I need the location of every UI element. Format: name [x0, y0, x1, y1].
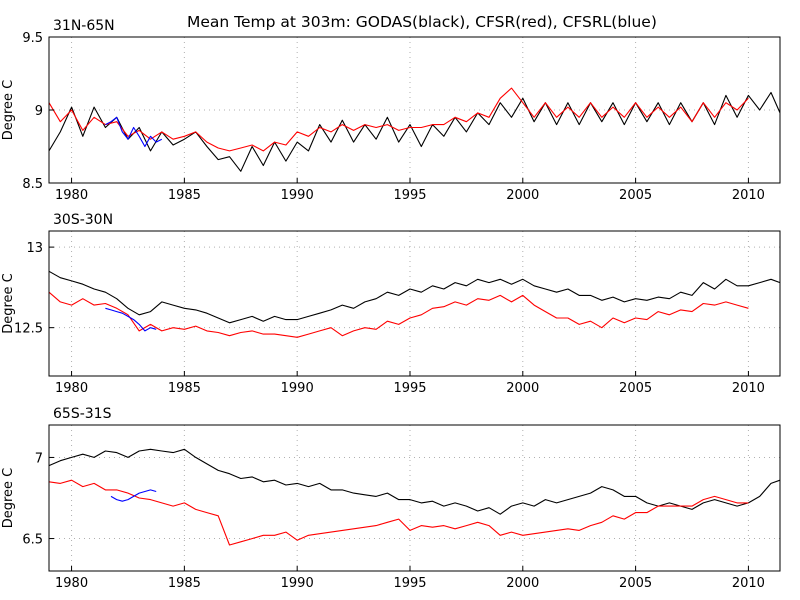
x-tick-label: 2000 — [506, 188, 539, 203]
x-tick-label: 2005 — [619, 381, 652, 396]
panel-2: 1980 1985 1990 1995 2000 2005 2010 12.5 13 30S-30… — [1, 212, 781, 396]
x-tick-label: 1985 — [168, 576, 201, 591]
series-line-cfsr — [48, 291, 749, 338]
panel-label: 30S-30N — [53, 212, 113, 228]
panel-1: 1980 1985 1990 1995 2000 2005 2010 8.5 9 9.5 31N-6… — [1, 18, 781, 203]
y-axis-label: Degree C — [1, 80, 16, 141]
x-tick-label: 1990 — [281, 188, 314, 203]
x-tick-label: 1980 — [55, 381, 88, 396]
y-tick-label: 13 — [26, 241, 43, 256]
series-line-godas — [48, 448, 781, 515]
series-line-cfsr — [48, 479, 749, 546]
x-tick-label: 2010 — [732, 381, 765, 396]
panel-3: 1980 1985 1990 1995 2000 2005 2010 6.5 7 65S-31S D… — [1, 406, 781, 591]
x-tick-label: 1995 — [393, 188, 426, 203]
y-tick-label: 9 — [35, 104, 43, 119]
y-tick-label: 12.5 — [14, 322, 43, 337]
x-tick-label: 1995 — [393, 576, 426, 591]
panel-label: 65S-31S — [53, 406, 112, 422]
panel-label: 31N-65N — [53, 18, 115, 34]
x-tick-label: 2005 — [619, 576, 652, 591]
x-tick-label: 1995 — [393, 381, 426, 396]
series-line-cfsr — [48, 87, 749, 152]
y-tick-label: 6.5 — [22, 533, 43, 548]
x-tick-label: 2005 — [619, 188, 652, 203]
y-tick-label: 7 — [35, 451, 43, 466]
series-line-cfsrl — [110, 489, 157, 502]
plot-frame — [48, 230, 781, 377]
x-tick-label: 2010 — [732, 576, 765, 591]
y-axis-label: Degree C — [1, 273, 16, 334]
plot-frame — [48, 424, 781, 572]
x-tick-label: 1990 — [281, 381, 314, 396]
x-tick-label: 1985 — [168, 381, 201, 396]
figure-title: Mean Temp at 303m: GODAS(black), CFSR(re… — [187, 13, 657, 31]
x-tick-label: 1980 — [55, 576, 88, 591]
x-tick-label: 1990 — [281, 576, 314, 591]
x-tick-label: 2000 — [506, 381, 539, 396]
series-line-cfsrl — [105, 307, 157, 332]
series-line-godas — [48, 91, 781, 172]
series-line-godas — [48, 270, 781, 324]
x-tick-label: 2010 — [732, 188, 765, 203]
y-axis-label: Degree C — [1, 468, 16, 529]
x-tick-label: 1985 — [168, 188, 201, 203]
x-tick-label: 2000 — [506, 576, 539, 591]
x-tick-label: 1980 — [55, 188, 88, 203]
series-line-cfsrl — [105, 116, 163, 148]
y-tick-label: 9.5 — [22, 31, 43, 46]
y-tick-label: 8.5 — [22, 177, 43, 192]
